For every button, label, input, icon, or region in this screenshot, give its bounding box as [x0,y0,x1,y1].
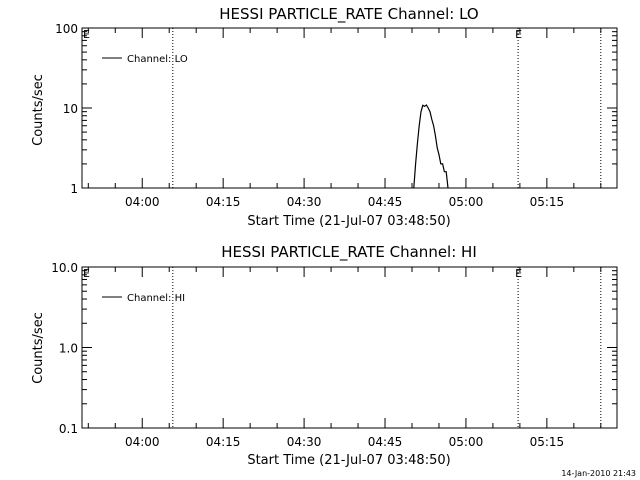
y-tick-label: 10 [63,102,78,116]
chart-lo: HESSI PARTICLE_RATE Channel: LO Start Ti… [31,5,618,229]
y-axis-label: Counts/sec [31,74,46,146]
edge-marker-label: E [83,267,90,280]
plot-frame [81,27,618,189]
y-tick-label: 10.0 [51,261,78,275]
x-tick-label: 04:15 [206,435,241,449]
x-tick-label: 05:00 [449,435,484,449]
x-tick-label: 05:15 [530,435,565,449]
y-tick-label: 100 [55,22,78,36]
series-line [413,104,449,189]
y-axis-label: Counts/sec [31,312,46,384]
x-tick-label: 04:15 [206,195,241,209]
legend-label: Channel: HI [127,293,185,304]
x-tick-label: 04:45 [368,195,403,209]
x-axis-label: Start Time (21-Jul-07 03:48:50) [247,453,450,468]
x-tick-label: 05:15 [530,195,565,209]
plot-timestamp: 14-Jan-2010 21:43 [561,469,636,478]
y-tick-label: 0.1 [59,422,78,436]
chart-title: HESSI PARTICLE_RATE Channel: LO [219,5,478,24]
legend-label: Channel: LO [127,54,188,65]
chart-hi: HESSI PARTICLE_RATE Channel: HI Start Ti… [31,243,618,468]
event-marker-label: E [515,28,522,41]
y-tick-label: 1 [70,182,78,196]
x-tick-label: 04:00 [125,435,160,449]
plot-frame [81,266,618,429]
x-tick-label: 04:00 [125,195,160,209]
x-axis-label: Start Time (21-Jul-07 03:48:50) [247,214,450,229]
edge-marker-label: E [83,28,90,41]
x-tick-label: 04:30 [287,435,322,449]
chart-title: HESSI PARTICLE_RATE Channel: HI [221,243,477,262]
x-tick-label: 04:45 [368,435,403,449]
event-marker-label: E [515,267,522,280]
y-tick-label: 1.0 [59,342,78,356]
x-tick-label: 04:30 [287,195,322,209]
x-tick-label: 05:00 [449,195,484,209]
